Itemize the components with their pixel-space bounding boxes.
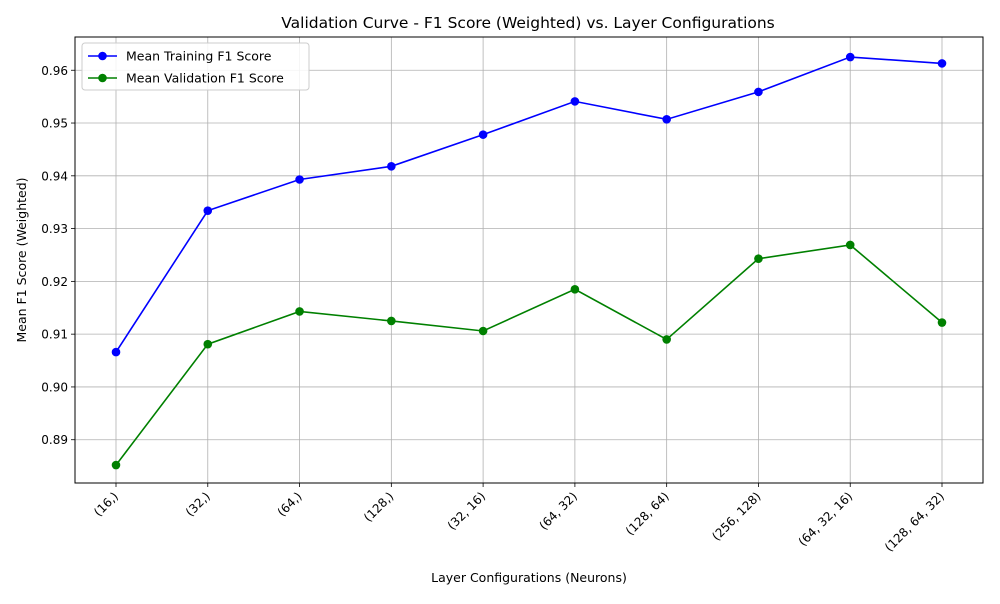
tick-layer: (16,) (32,) (64,) (128,) (32, 16) (64, 32) (12… (41, 64, 947, 555)
y-tick-label: 0.94 (41, 169, 68, 183)
series-1-point (754, 254, 763, 263)
x-tick-label: (128, 64, 32) (882, 489, 947, 554)
x-tick-label: (64, 32) (537, 489, 581, 533)
series-0-point (570, 97, 580, 106)
series-1-point (387, 316, 396, 326)
chart-title: Validation Curve - F1 Score (Weighted) v… (281, 14, 775, 32)
y-tick-label: 0.89 (41, 433, 68, 447)
series-1-point (570, 284, 580, 294)
x-tick-label: (128, 64) (623, 489, 672, 538)
series-1-point (203, 339, 213, 349)
series-1-point (937, 318, 947, 327)
grid-layer (75, 37, 983, 483)
series-1-point (295, 307, 304, 316)
series-0-point (845, 52, 855, 62)
legend-marker-1 (98, 73, 107, 83)
y-tick-label: 0.92 (41, 275, 68, 289)
series-1-point (662, 335, 671, 344)
series-1-point (111, 460, 121, 470)
series-0-point (111, 347, 121, 357)
series-0-point (662, 115, 671, 124)
y-tick-label: 0.90 (41, 380, 68, 394)
series-layer (111, 52, 947, 470)
series-line-1 (115, 244, 943, 466)
x-tick-label: (128,) (361, 489, 396, 524)
series-0-point (387, 162, 396, 171)
legend-frame (81, 42, 310, 91)
x-tick-label: (32, 16) (445, 489, 489, 533)
x-tick-label: (256, 128) (709, 489, 763, 543)
series-0-point (937, 59, 947, 68)
series-0-point (478, 130, 488, 139)
y-tick-label: 0.93 (41, 222, 68, 236)
x-axis-label: Layer Configurations (Neurons) (431, 570, 627, 585)
x-tick-label: (32,) (183, 489, 213, 519)
x-tick-label: (64, 32, 16) (796, 489, 856, 549)
series-1-point (478, 326, 488, 336)
y-tick-label: 0.96 (41, 64, 68, 78)
legend-label-0: Mean Training F1 Score (126, 49, 272, 64)
series-0-point (295, 175, 304, 184)
series-1-point (845, 240, 855, 250)
y-tick-label: 0.91 (41, 328, 68, 342)
series-line-0 (115, 56, 943, 353)
x-tick-label: (16,) (91, 489, 121, 519)
legend-label-1: Mean Validation F1 Score (126, 71, 284, 86)
y-tick-label: 0.95 (41, 117, 68, 131)
legend-marker-0 (98, 51, 107, 61)
plot-frame (74, 36, 984, 484)
x-tick-label: (64,) (275, 489, 305, 519)
y-axis-label: Mean F1 Score (Weighted) (14, 177, 29, 342)
series-0-point (754, 87, 763, 97)
series-0-point (203, 206, 213, 215)
legend: Mean Training F1 Score Mean Validation F1… (81, 42, 310, 91)
